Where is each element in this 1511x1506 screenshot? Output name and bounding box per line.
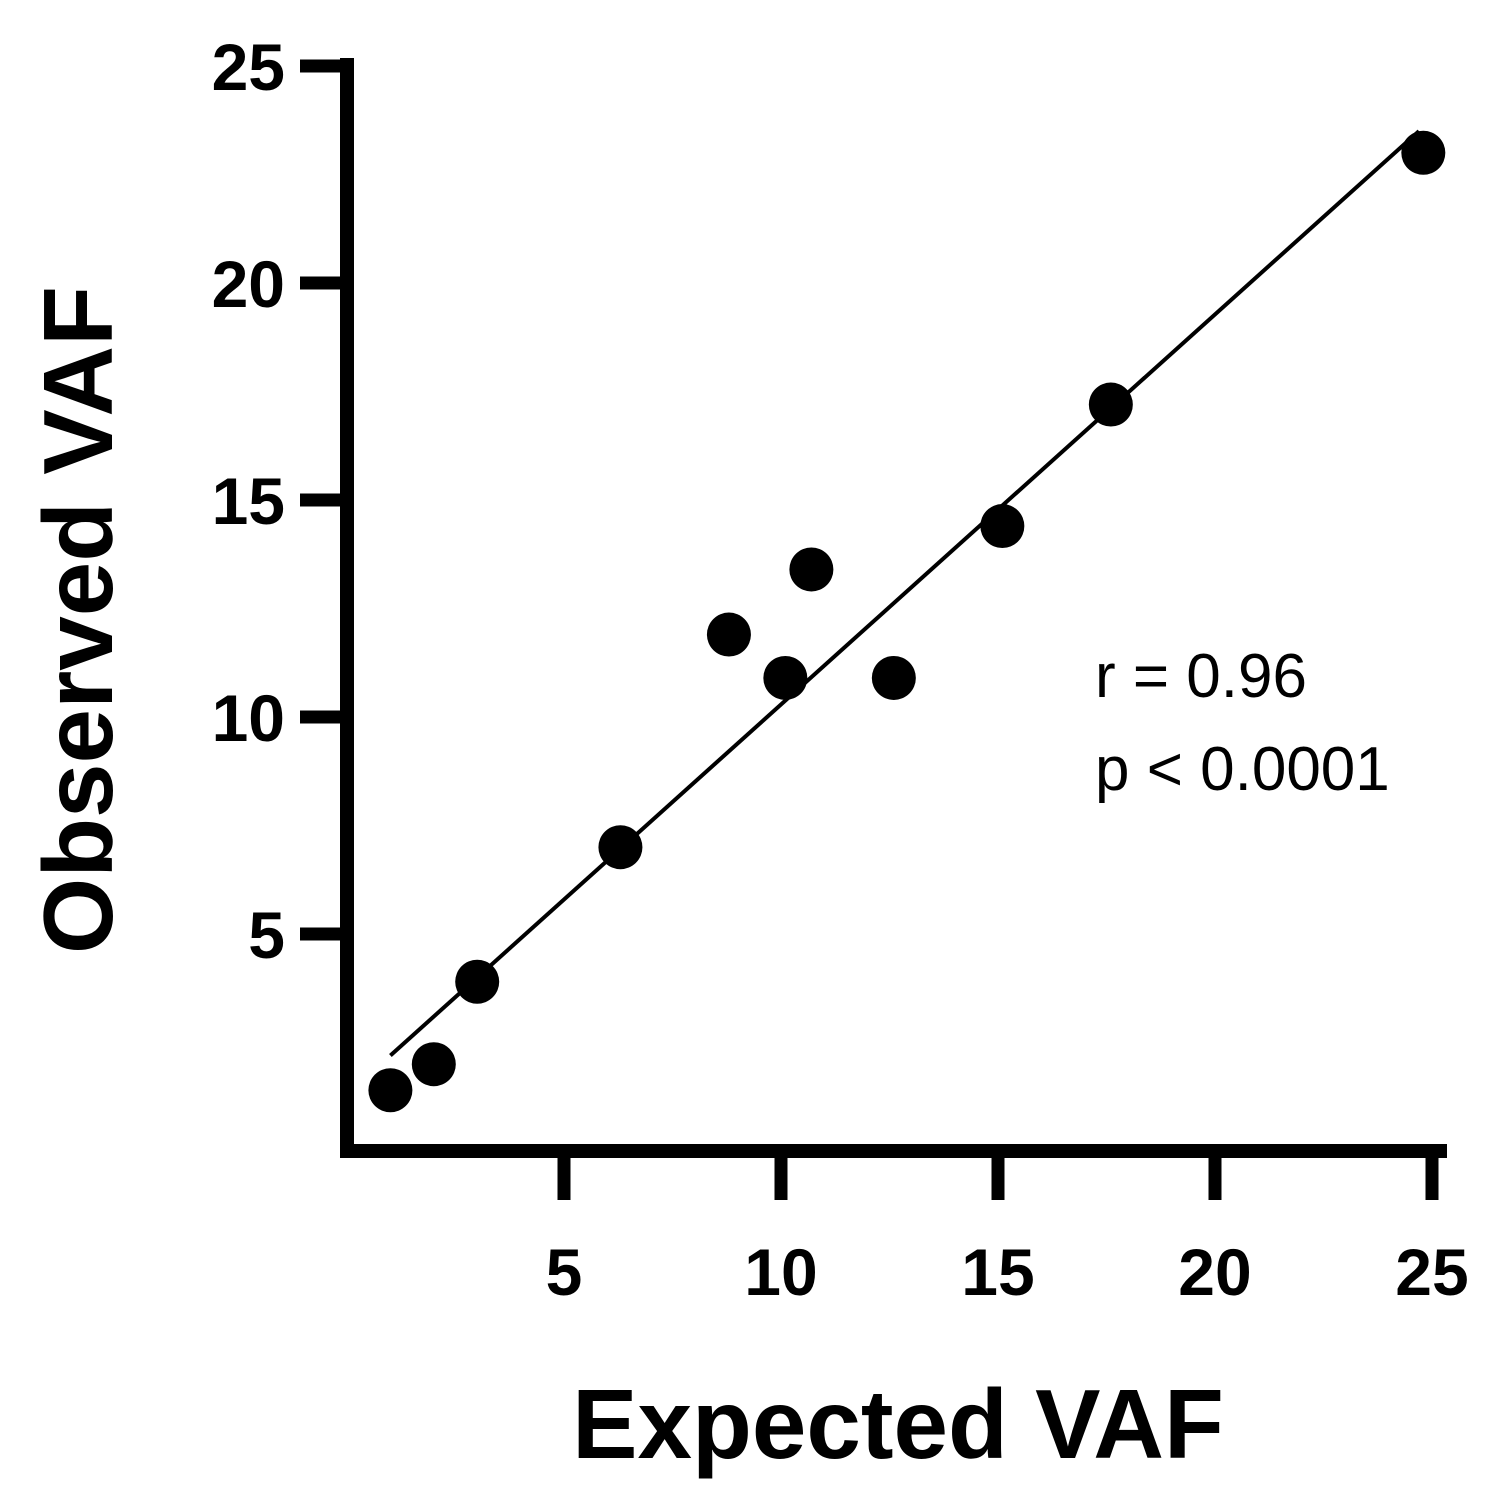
x-tick-label: 15 [961, 1235, 1034, 1309]
data-point [1088, 382, 1133, 427]
data-point [368, 1068, 413, 1113]
x-tick-label: 5 [546, 1235, 583, 1309]
data-points [368, 130, 1446, 1113]
y-tick-label: 20 [212, 247, 285, 321]
y-axis-title: Observed VAF [23, 286, 133, 954]
y-tick-label: 10 [212, 681, 285, 755]
data-point [598, 825, 643, 870]
y-tick-label: 5 [248, 898, 285, 972]
y-tick-label: 15 [212, 464, 285, 538]
data-point [1401, 130, 1446, 175]
data-point [411, 1042, 456, 1087]
y-tick-label: 25 [212, 30, 285, 104]
data-point [455, 959, 500, 1004]
axes [340, 58, 1447, 1158]
regression [389, 129, 1421, 1058]
x-tick-label: 20 [1178, 1235, 1251, 1309]
data-point [789, 547, 834, 592]
ticks: 5 10 15 20 25 5 10 15 20 25 [212, 30, 1469, 1309]
x-tick-label: 10 [744, 1235, 817, 1309]
x-tick-label: 25 [1395, 1235, 1468, 1309]
regression-line [389, 129, 1421, 1058]
data-point [980, 504, 1025, 549]
data-point [763, 655, 808, 700]
data-point [871, 655, 916, 700]
x-axis-title: Expected VAF [572, 1369, 1224, 1479]
data-point [706, 612, 751, 657]
p-value-annotation: p < 0.0001 [1095, 735, 1390, 804]
correlation-annotation: r = 0.96 [1095, 642, 1307, 711]
